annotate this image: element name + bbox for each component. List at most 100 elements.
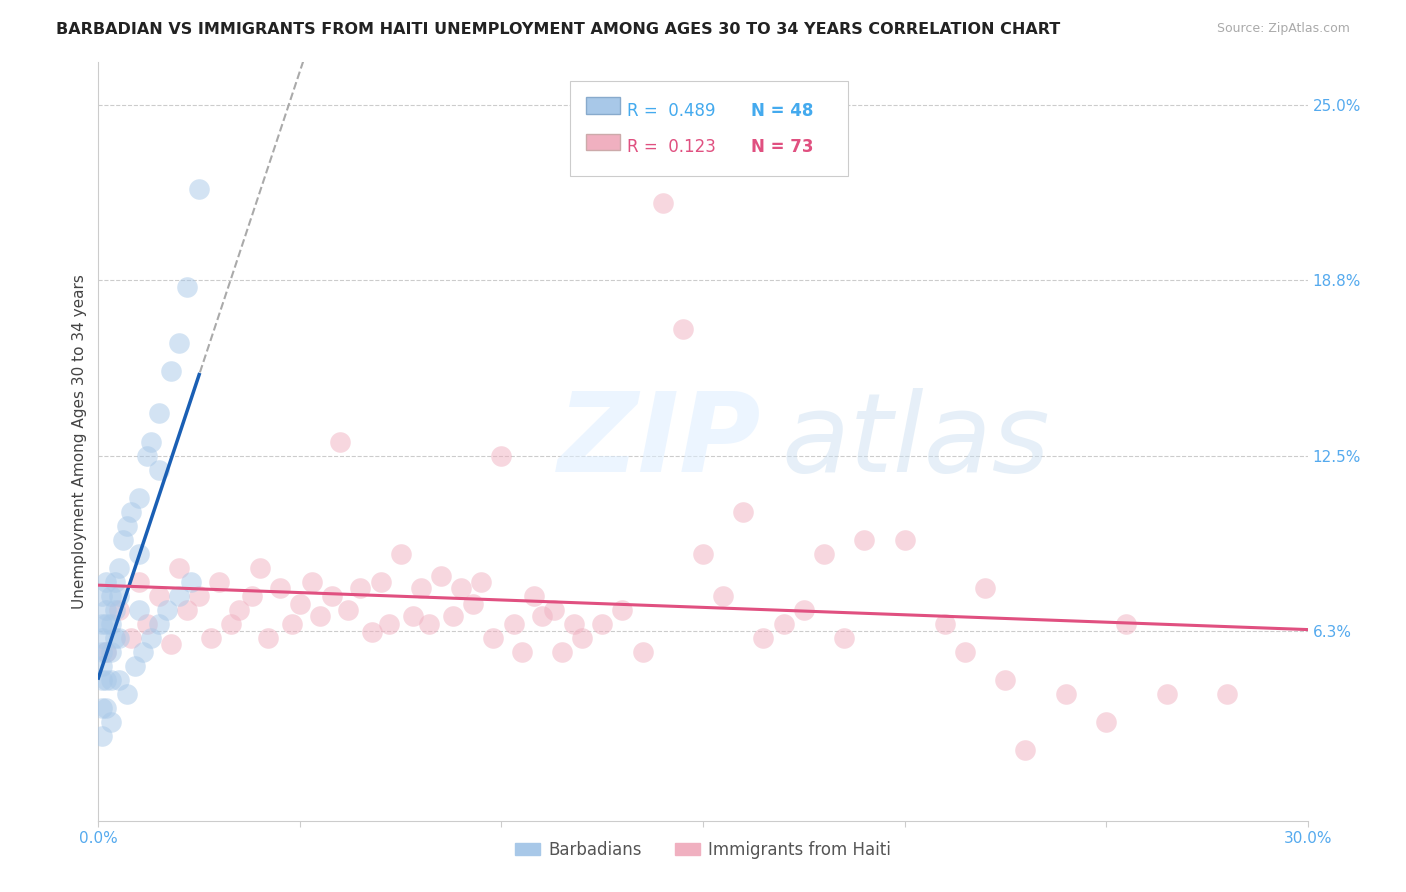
Point	[389, 547, 412, 561]
Point	[733, 505, 755, 519]
Text: atlas: atlas	[782, 388, 1050, 495]
Point	[176, 280, 198, 294]
Point	[269, 581, 291, 595]
Point	[100, 617, 122, 632]
Point	[612, 603, 634, 617]
Point	[1216, 687, 1239, 701]
Point	[91, 673, 114, 688]
Text: ZIP: ZIP	[558, 388, 762, 495]
Text: N = 73: N = 73	[751, 138, 814, 156]
Point	[1156, 687, 1178, 701]
Point	[893, 533, 915, 547]
Point	[832, 631, 855, 645]
Point	[91, 617, 114, 632]
Point	[96, 645, 118, 659]
Point	[321, 589, 343, 603]
Point	[1095, 715, 1118, 730]
Point	[107, 631, 129, 645]
Point	[135, 617, 157, 632]
Bar	[586, 134, 620, 151]
Point	[96, 701, 118, 715]
Bar	[586, 97, 620, 114]
Point	[120, 505, 142, 519]
Point	[409, 581, 432, 595]
Point	[156, 603, 179, 617]
Point	[208, 574, 231, 589]
Point	[793, 603, 815, 617]
Point	[96, 603, 118, 617]
Point	[337, 603, 360, 617]
Point	[418, 617, 440, 632]
Point	[377, 617, 399, 632]
Point	[107, 561, 129, 575]
Point	[148, 462, 170, 476]
Point	[188, 589, 211, 603]
Y-axis label: Unemployment Among Ages 30 to 34 years: Unemployment Among Ages 30 to 34 years	[72, 274, 87, 609]
Point	[120, 631, 142, 645]
Point	[502, 617, 524, 632]
Point	[103, 603, 125, 617]
Point	[772, 617, 794, 632]
Point	[91, 589, 114, 603]
Point	[450, 581, 472, 595]
Point	[530, 608, 553, 623]
Point	[329, 434, 352, 449]
Point	[934, 617, 956, 632]
Point	[107, 589, 129, 603]
Point	[491, 449, 513, 463]
Point	[543, 603, 565, 617]
Point	[148, 617, 170, 632]
Point	[107, 603, 129, 617]
Point	[402, 608, 425, 623]
Point	[124, 659, 146, 673]
Point	[96, 645, 118, 659]
Point	[430, 569, 453, 583]
Point	[256, 631, 278, 645]
Point	[132, 645, 155, 659]
Point	[370, 574, 392, 589]
Point	[103, 574, 125, 589]
Point	[482, 631, 505, 645]
Point	[301, 574, 323, 589]
Point	[96, 574, 118, 589]
Point	[281, 617, 304, 632]
Text: BARBADIAN VS IMMIGRANTS FROM HAITI UNEMPLOYMENT AMONG AGES 30 TO 34 YEARS CORREL: BARBADIAN VS IMMIGRANTS FROM HAITI UNEMP…	[56, 22, 1060, 37]
Point	[139, 434, 162, 449]
Point	[91, 730, 114, 744]
Text: Source: ZipAtlas.com: Source: ZipAtlas.com	[1216, 22, 1350, 36]
Point	[167, 589, 190, 603]
Point	[551, 645, 574, 659]
Point	[221, 617, 243, 632]
Point	[96, 617, 118, 632]
Text: R =  0.123: R = 0.123	[627, 138, 716, 156]
Text: R =  0.489: R = 0.489	[627, 102, 716, 120]
Point	[91, 631, 114, 645]
Point	[228, 603, 250, 617]
Point	[994, 673, 1017, 688]
Point	[853, 533, 876, 547]
Point	[441, 608, 464, 623]
Point	[240, 589, 263, 603]
Point	[148, 407, 170, 421]
Point	[1014, 743, 1036, 757]
Point	[288, 598, 311, 612]
Point	[813, 547, 835, 561]
Point	[160, 637, 183, 651]
Point	[107, 673, 129, 688]
Legend: Barbadians, Immigrants from Haiti: Barbadians, Immigrants from Haiti	[508, 834, 898, 865]
Point	[91, 701, 114, 715]
Point	[510, 645, 533, 659]
Point	[135, 449, 157, 463]
Point	[631, 645, 654, 659]
Point	[1115, 617, 1137, 632]
Point	[180, 574, 202, 589]
Point	[752, 631, 775, 645]
Point	[188, 182, 211, 196]
Point	[100, 589, 122, 603]
Point	[111, 533, 134, 547]
Point	[103, 631, 125, 645]
Point	[562, 617, 585, 632]
Point	[309, 608, 332, 623]
Point	[148, 589, 170, 603]
Point	[523, 589, 546, 603]
